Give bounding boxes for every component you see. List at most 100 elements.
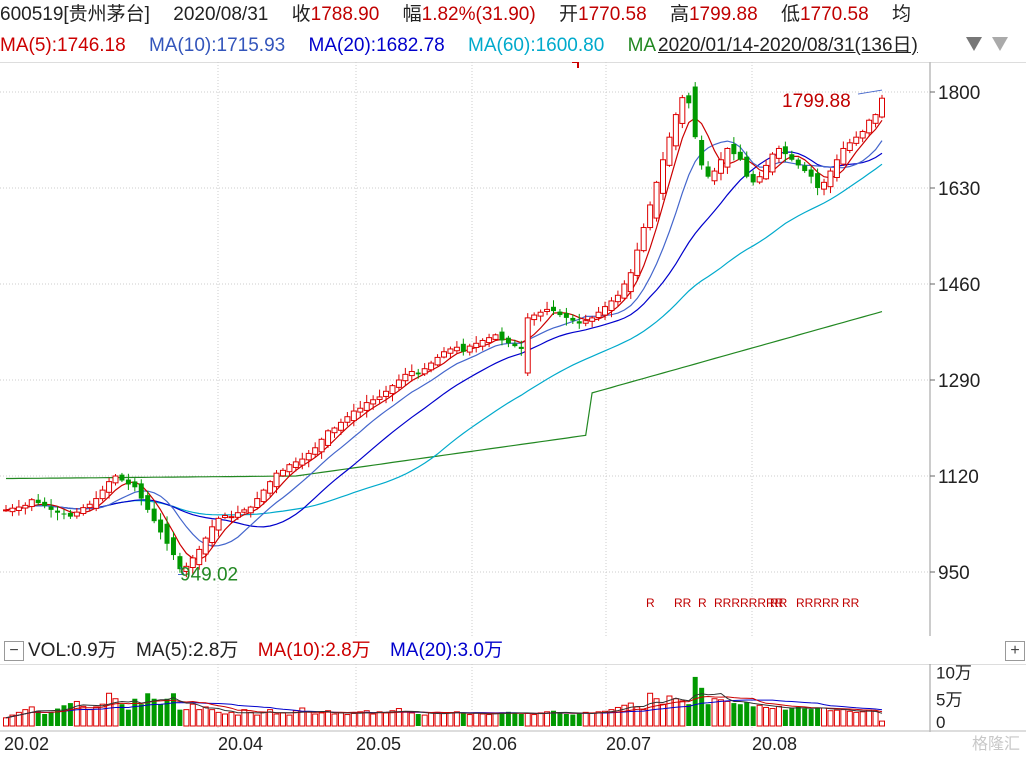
candle-body (67, 512, 73, 517)
candle-body (557, 311, 563, 316)
ma5-value: MA(5):1746.18 (0, 35, 126, 56)
volume-bar (428, 712, 435, 727)
vol-ma20: MA(20):3.0万 (389, 640, 503, 661)
volume-bar (106, 692, 113, 727)
candle-body (22, 504, 29, 509)
volume-bar (460, 713, 466, 726)
ma60-value: MA(60):1600.80 (468, 35, 605, 56)
volume-bar (318, 712, 325, 727)
volume-chart[interactable]: 10万 5万 0 (0, 664, 1026, 732)
candle-body (215, 517, 222, 531)
volume-bar (370, 713, 377, 727)
volume-bar (466, 714, 473, 727)
candle-body (789, 154, 795, 160)
candle-body (61, 513, 67, 515)
volume-bar (28, 706, 35, 727)
candle-body (486, 337, 493, 344)
volume-bar (73, 700, 80, 727)
candle-body (473, 342, 480, 348)
candle-body (699, 139, 705, 166)
volume-bar (260, 711, 267, 727)
x-tick-label: 20.02 (4, 734, 50, 754)
candle-body (42, 501, 48, 506)
volume-bar (389, 710, 396, 727)
volume-bar (866, 709, 873, 727)
volume-bar (821, 707, 828, 727)
candle-body (228, 516, 235, 519)
quote-date: 2020/08/31 (173, 4, 269, 25)
rights-marker: RRRRRRRR (714, 596, 784, 610)
candle-body (402, 373, 409, 382)
candle-body (795, 159, 801, 166)
volume-bar (15, 711, 22, 727)
volume-bar (209, 709, 216, 727)
date-axis: 20.02 20.04 20.05 20.06 20.07 20.08 (0, 732, 1026, 757)
volume-bar (815, 707, 821, 726)
volume-bar (453, 711, 460, 727)
volume-bar (305, 711, 312, 727)
volume-bar (789, 708, 795, 726)
ma20-value: MA(20):1682.78 (308, 35, 445, 56)
volume-bar (782, 709, 788, 726)
candle-body (582, 320, 589, 324)
ma10-value: MA(10):1715.93 (148, 35, 286, 56)
candle-body (531, 314, 538, 321)
volume-bar (222, 713, 228, 727)
candle-body (376, 396, 383, 400)
candle-body (383, 390, 390, 397)
volume-bar (595, 711, 602, 727)
candle-body (395, 379, 402, 388)
volume-bar (840, 709, 847, 727)
change-field: 幅1.82%(31.90) (402, 4, 536, 25)
volume-bar (189, 703, 196, 727)
volume-bar (286, 714, 293, 727)
volume-bar (138, 704, 144, 726)
expand-volume-button[interactable]: + (1005, 641, 1025, 661)
candle-body (815, 173, 821, 188)
volume-bar (42, 714, 48, 726)
volume-bar (763, 706, 770, 727)
candle-body (312, 447, 319, 455)
volume-bar (524, 712, 531, 727)
volume-bar (395, 708, 402, 727)
candle-body (299, 458, 306, 466)
candle-body (853, 136, 860, 144)
candle-body (705, 166, 711, 177)
range-dropdown-icon[interactable] (966, 37, 982, 51)
candle-body (634, 249, 641, 276)
volume-tick-label: 0 (936, 713, 945, 732)
ma-legend: MA(5):1746.18 MA(10):1715.93 MA(20):1682… (0, 31, 1026, 61)
volume-bar (299, 707, 306, 727)
y-tick-label: 1800 (938, 83, 980, 104)
collapse-volume-button[interactable]: − (4, 641, 24, 661)
volume-ma5-line (5, 692, 883, 719)
volume-bar (802, 708, 808, 726)
candle-body (614, 294, 621, 303)
cursor-marker (572, 62, 579, 68)
candle-body (686, 95, 692, 104)
candle-body (183, 565, 190, 572)
candle-body (408, 371, 415, 377)
candle-body (602, 306, 609, 316)
candle-body (318, 438, 325, 453)
volume-bar (692, 676, 698, 726)
volume-bar (183, 709, 190, 727)
indicator-dropdown-icon[interactable] (992, 37, 1008, 51)
volume-bar (859, 711, 866, 727)
candle-body (524, 317, 531, 374)
volume-tick-label: 10万 (936, 664, 972, 682)
volume-bar (325, 710, 332, 727)
date-range-selector[interactable]: 2020/01/14-2020/08/31(136日) (658, 35, 918, 56)
ma5-line (5, 117, 883, 561)
volume-bar (486, 714, 493, 727)
candle-body (711, 170, 718, 182)
volume-bar (350, 712, 357, 727)
y-tick-label: 1630 (938, 179, 980, 200)
candle-body (158, 519, 164, 533)
volume-bar (99, 703, 106, 727)
volume-bar (627, 702, 634, 727)
volume-bar (93, 706, 100, 727)
ma10-line (5, 140, 883, 547)
